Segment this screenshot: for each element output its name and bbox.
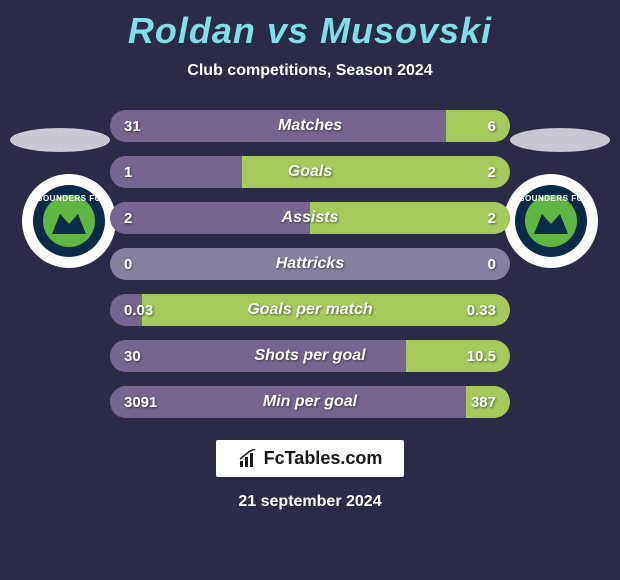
stat-label: Shots per goal — [254, 347, 365, 365]
stat-row: 1 2 Goals — [110, 156, 510, 188]
stat-row: 0 0 Hattricks — [110, 248, 510, 280]
stat-value-right: 2 — [488, 164, 496, 181]
stat-value-right: 387 — [471, 394, 496, 411]
stat-value-right: 6 — [488, 118, 496, 135]
brand-badge: FcTables.com — [216, 440, 405, 477]
stat-value-right: 2 — [488, 210, 496, 227]
stat-value-left: 31 — [124, 118, 141, 135]
stat-fill-right — [310, 202, 510, 234]
stat-value-left: 3091 — [124, 394, 157, 411]
player-left-name: Roldan — [128, 10, 256, 51]
club-badge-right-label: SOUNDERS FC — [514, 194, 588, 203]
stat-label: Goals per match — [247, 301, 372, 319]
comparison-infographic: Roldan vs Musovski Club competitions, Se… — [0, 0, 620, 580]
stat-value-left: 2 — [124, 210, 132, 227]
stat-value-right: 0.33 — [467, 302, 496, 319]
club-badge-left: SOUNDERS FC — [22, 174, 116, 268]
player-right-name: Musovski — [320, 10, 492, 51]
stat-value-left: 30 — [124, 348, 141, 365]
stat-row: 30 10.5 Shots per goal — [110, 340, 510, 372]
stat-fill-right — [446, 110, 510, 142]
fctables-logo-icon — [238, 449, 258, 469]
player-right-shadow — [510, 128, 610, 152]
stat-value-right: 0 — [488, 256, 496, 273]
stat-value-right: 10.5 — [467, 348, 496, 365]
stat-row: 2 2 Assists — [110, 202, 510, 234]
player-left-shadow — [10, 128, 110, 152]
stat-label: Matches — [278, 117, 342, 135]
stat-label: Goals — [288, 163, 332, 181]
club-badge-right-inner: SOUNDERS FC — [514, 184, 588, 258]
stat-value-left: 0.03 — [124, 302, 153, 319]
stat-label: Hattricks — [276, 255, 344, 273]
club-badge-left-label: SOUNDERS FC — [32, 194, 106, 203]
stat-fill-left — [110, 202, 310, 234]
stat-row: 0.03 0.33 Goals per match — [110, 294, 510, 326]
page-title: Roldan vs Musovski — [128, 10, 492, 52]
stat-value-left: 1 — [124, 164, 132, 181]
title-vs: vs — [267, 10, 309, 51]
stats-container: 31 6 Matches 1 2 Goals 2 2 Assists 0 0 Hattricks 0.0… — [110, 110, 510, 418]
stat-value-left: 0 — [124, 256, 132, 273]
club-badge-right: SOUNDERS FC — [504, 174, 598, 268]
stat-label: Assists — [282, 209, 339, 227]
brand-text: FcTables.com — [264, 448, 383, 469]
club-badge-left-inner: SOUNDERS FC — [32, 184, 106, 258]
stat-row: 31 6 Matches — [110, 110, 510, 142]
date-text: 21 september 2024 — [238, 493, 381, 511]
stat-fill-right — [242, 156, 510, 188]
subtitle: Club competitions, Season 2024 — [187, 62, 432, 80]
stat-label: Min per goal — [263, 393, 357, 411]
stat-row: 3091 387 Min per goal — [110, 386, 510, 418]
